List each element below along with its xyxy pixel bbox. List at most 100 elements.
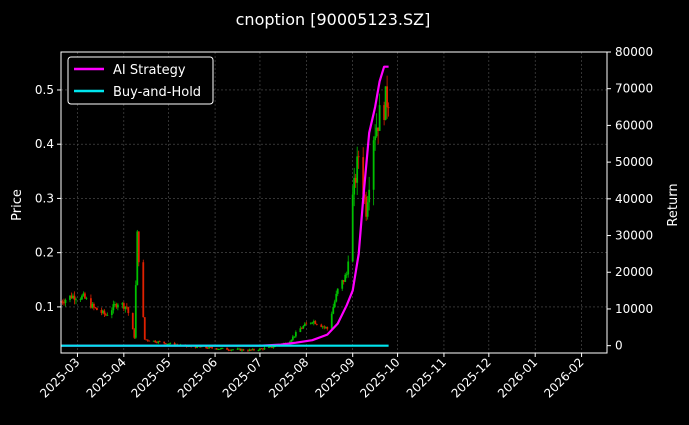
plot-frame: [60, 51, 608, 354]
price-candle-body: [152, 340, 155, 342]
price-candle-body: [220, 348, 222, 349]
price-candle-body: [205, 346, 208, 348]
price-candle-body: [199, 346, 202, 348]
y-right-tick-label: 0: [615, 339, 623, 353]
price-candle-body: [173, 343, 176, 346]
price-candle-body: [136, 231, 139, 286]
price-candle-body: [291, 336, 294, 340]
y-right-tick-label: 40000: [615, 192, 653, 206]
price-candle-body: [356, 156, 359, 183]
price-candle-body: [312, 321, 315, 323]
price-candle-body: [169, 343, 172, 344]
price-candle-body: [116, 304, 119, 308]
price-candle-body: [241, 349, 243, 351]
price-candle-body: [269, 346, 272, 348]
legend-box: [67, 56, 214, 105]
price-candle-body: [326, 327, 329, 329]
price-candle-body: [353, 177, 356, 195]
price-candle-body: [290, 339, 293, 342]
price-candle-body: [263, 347, 266, 350]
price-candle-body: [368, 189, 371, 203]
x-tick-label: 2026-01: [495, 355, 540, 400]
price-candle-body: [155, 342, 158, 344]
y-right-tick-label: 60000: [615, 118, 653, 132]
price-candle-body: [332, 307, 335, 314]
price-candle-body: [206, 347, 209, 349]
price-candle-body: [70, 295, 73, 299]
price-candle-body: [374, 136, 377, 141]
legend-buy-and-hold-label: Buy-and-Hold: [113, 85, 201, 100]
price-candle-body: [75, 299, 77, 301]
y-axis-left: 0.1 0.2 0.3 0.4 0.5: [35, 83, 61, 314]
x-tick-label: 2025-09: [312, 355, 357, 400]
price-candle-body: [372, 140, 375, 190]
price-candle-body: [112, 304, 115, 311]
x-tick-label: 2025-06: [175, 355, 220, 400]
legend: AI Strategy Buy-and-Hold: [67, 56, 214, 105]
price-candle-body: [90, 298, 92, 308]
price-candle-body: [208, 346, 210, 349]
price-candle-body: [72, 295, 74, 299]
price-candle-body: [330, 313, 333, 329]
price-candle-body: [314, 321, 317, 325]
price-candle-body: [362, 157, 365, 195]
price-candle-body: [100, 310, 103, 313]
price-candle-body: [387, 107, 390, 109]
x-tick-label: 2026-02: [541, 355, 586, 400]
price-candle-body: [311, 322, 314, 324]
price-candle-body: [260, 348, 263, 350]
x-axis: 2025-03 2025-04 2025-05 2025-06 2025-07 2025-…: [37, 353, 587, 401]
price-candle-body: [164, 343, 167, 345]
price-candle-body: [229, 350, 231, 351]
price-candle-body: [226, 347, 228, 350]
price-candle-body: [110, 310, 113, 315]
price-candle-body: [302, 326, 305, 329]
y-right-tick-label: 20000: [615, 265, 653, 279]
price-candle-body: [196, 345, 199, 348]
price-candle-body: [142, 262, 145, 318]
price-candle-body: [121, 303, 124, 305]
price-candle-body: [236, 348, 239, 350]
price-candle-body: [354, 177, 357, 183]
return-series: [61, 65, 389, 347]
price-candle-body: [158, 341, 161, 343]
price-candle-body: [345, 274, 348, 276]
x-tick-label: 2025-07: [220, 355, 265, 400]
price-candle-body: [336, 288, 339, 294]
price-candle-body: [321, 326, 324, 328]
price-candle-body: [211, 347, 213, 349]
y-axis-left-label: Price: [10, 189, 25, 221]
price-candle-body: [363, 194, 366, 197]
price-candle-body: [262, 348, 264, 350]
x-tick-label: 2025-12: [449, 355, 494, 400]
price-candle-body: [82, 293, 85, 296]
price-candle-body: [305, 323, 308, 325]
price-candle-body: [69, 295, 71, 300]
price-candle-body: [217, 349, 219, 350]
price-candle-body: [131, 313, 134, 330]
price-candle-body: [103, 310, 106, 315]
price-candle-body: [299, 328, 302, 333]
price-candle-body: [309, 322, 312, 324]
price-candle-body: [333, 301, 336, 308]
y-axis-right-label: Return: [666, 183, 681, 226]
price-candle-body: [257, 350, 260, 351]
y-left-tick-label: 0.3: [35, 191, 54, 205]
y-right-tick-label: 30000: [615, 229, 653, 243]
price-candle-body: [344, 274, 347, 282]
price-candle-body: [294, 332, 297, 337]
price-candle-body: [251, 349, 254, 351]
price-candle-body: [209, 346, 212, 348]
price-candle-body: [300, 328, 303, 330]
price-candle-body: [250, 349, 252, 351]
price-candle-body: [145, 339, 148, 341]
price-candle-body: [320, 324, 323, 328]
price-candle-body: [137, 231, 140, 263]
price-candle-body: [73, 295, 76, 300]
price-candle-body: [167, 343, 170, 345]
price-candle-body: [386, 86, 389, 108]
price-candle-body: [81, 295, 83, 300]
price-candle-body: [133, 329, 136, 338]
